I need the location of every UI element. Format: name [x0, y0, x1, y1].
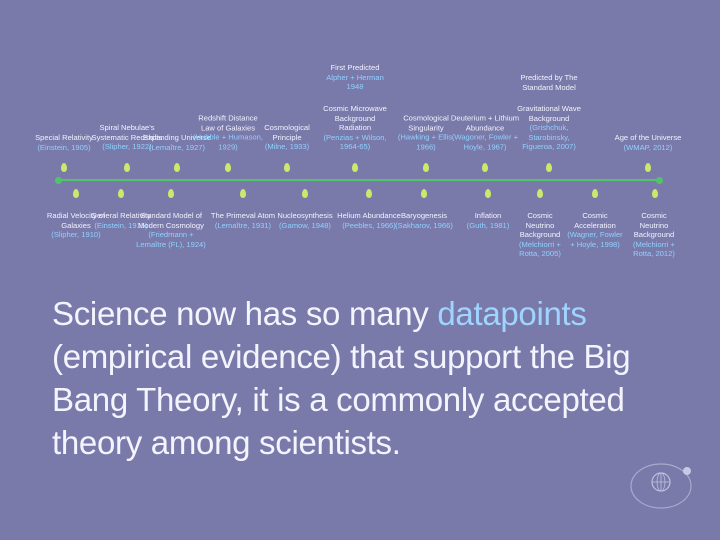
event-cite: (Hawking + Ellis, 1966) [397, 132, 455, 152]
statement-after: (empirical evidence) that support the Bi… [52, 338, 631, 461]
event-cite: (Gamow, 1948) [279, 220, 331, 230]
timeline-marker [118, 189, 124, 198]
timeline-marker [240, 189, 246, 198]
timeline-marker [302, 189, 308, 198]
event-name: Redshift Distance Law of Galaxies [198, 113, 258, 133]
event-cite: (Einstein, 1915) [94, 220, 148, 230]
event-cite: (Friedmann + Lemaître (FL), 1924) [136, 230, 206, 249]
event-cite: (Lemaître, 1927) [148, 142, 206, 152]
timeline-marker [546, 163, 552, 172]
timeline-marker [592, 189, 598, 198]
event-name: Expanding Universe [143, 132, 211, 142]
timeline-event-above: Cosmic Microwave Background Radiation (P… [318, 104, 392, 152]
event-cite: (Penzias + Wilson, 1964-65) [323, 132, 387, 152]
event-cite: (Slipher, 1910) [51, 230, 101, 240]
prediction-label: Predicted by The Standard Model [520, 72, 578, 92]
event-name: Spiral Nebulae's Systematic Redshifts [91, 123, 163, 142]
axis-end-dot [656, 177, 663, 184]
timeline-event-above: Redshift Distance Law of Galaxies (Hubbl… [191, 114, 265, 152]
timeline-event-below: Inflation (Guth, 1981) [451, 211, 525, 230]
timeline-marker [225, 163, 231, 172]
event-name: Standard Model of Modern Cosmology [138, 211, 204, 230]
timeline-marker [61, 163, 67, 172]
event-name: Radial Velocity of Galaxies [46, 211, 106, 230]
event-cite: (Lemaître, 1931) [214, 220, 272, 230]
timeline-event-below: General Relativity (Einstein, 1915) [84, 211, 158, 230]
event-cite: (Grishchuk, Starobinsky, Figueroa, 2007) [522, 123, 576, 152]
statement-highlight: datapoints [437, 295, 587, 332]
timeline-marker [645, 163, 651, 172]
timeline-marker [537, 189, 543, 198]
event-cite: (Melchiorri + Rotta, 2012) [633, 239, 675, 259]
event-name: Age of the Universe [614, 132, 682, 142]
timeline-marker [421, 189, 427, 198]
timeline-event-below: The Primeval Atom (Lemaître, 1931) [206, 211, 280, 230]
timeline-event-above: Expanding Universe (Lemaître, 1927) [140, 133, 214, 152]
axis-start-dot [55, 177, 62, 184]
timeline-marker [168, 189, 174, 198]
event-name: Cosmological Singularity [403, 113, 449, 133]
event-name: The Primeval Atom [210, 211, 276, 220]
timeline-event-above: Gravitational Wave Background (Grishchuk… [512, 104, 586, 152]
timeline-event-below: Helium Abundance (Peebles, 1966) [332, 211, 406, 230]
event-name: Nucleosynthesis [277, 211, 333, 220]
statement-text: Science now has so many datapoints (empi… [52, 292, 672, 464]
timeline-event-below: Baryogenesis (Sakharov, 1966) [387, 211, 461, 230]
timeline-axis [58, 179, 660, 181]
timeline-marker [482, 163, 488, 172]
event-name: Gravitational Wave Background [517, 104, 581, 123]
timeline-event-below: Standard Model of Modern Cosmology (Frie… [134, 211, 208, 249]
event-name: Deuterium + Lithium Abundance [450, 113, 520, 133]
event-name: Cosmic Acceleration [574, 211, 616, 230]
timeline-event-below: Cosmic Neutrino Background (Melchiorri +… [626, 211, 682, 259]
statement-before: Science now has so many [52, 295, 438, 332]
timeline-marker [352, 163, 358, 172]
timeline-event-below: Radial Velocity of Galaxies (Slipher, 19… [39, 211, 113, 240]
event-cite: (Wagoner, Fowler + Hoyle, 1967) [451, 132, 519, 152]
timeline-marker [423, 163, 429, 172]
timeline-marker [73, 189, 79, 198]
atom-logo-icon [630, 463, 692, 509]
event-cite: (Einstein, 1905) [37, 142, 91, 152]
event-cite: (Milne, 1933) [264, 142, 310, 152]
event-name: Cosmic Neutrino Background [633, 211, 675, 240]
prediction-note-first: First Predicted Alpher + Herman 1948 [318, 63, 392, 92]
timeline-marker [652, 189, 658, 198]
event-cite: (WMAP, 2012) [623, 142, 673, 152]
event-cite: (Peebles, 1966) [342, 220, 396, 230]
prediction-note-standard-model: Predicted by The Standard Model [512, 73, 586, 92]
event-cite: (Guth, 1981) [466, 220, 510, 230]
timeline-event-below: Cosmic Neutrino Background (Melchiorri +… [512, 211, 568, 259]
event-name: Special Relativity [35, 132, 93, 142]
event-cite: (Slipher, 1922) [102, 142, 152, 152]
event-cite: (Hubble + Humason, 1929) [193, 132, 263, 152]
timeline-marker [174, 163, 180, 172]
timeline-event-above: Deuterium + Lithium Abundance (Wagoner, … [448, 114, 522, 152]
timeline-event-below: Nucleosynthesis (Gamow, 1948) [268, 211, 342, 230]
event-name: Helium Abundance [337, 211, 401, 220]
event-name: Cosmic Microwave Background Radiation [323, 104, 387, 133]
event-name: General Relativity [91, 211, 151, 220]
timeline-marker [124, 163, 130, 172]
timeline-marker [366, 189, 372, 198]
event-name: Inflation [474, 211, 502, 220]
event-cite: (Wagner, Fowler + Hoyle, 1998) [567, 230, 623, 249]
timeline-marker [284, 163, 290, 172]
timeline-event-above: Age of the Universe (WMAP, 2012) [611, 133, 685, 152]
timeline-event-above: Cosmological Principle (Milne, 1933) [250, 123, 324, 152]
timeline-event-above: Cosmological Singularity (Hawking + Elli… [389, 114, 463, 152]
event-cite: (Sakharov, 1966) [395, 220, 453, 230]
timeline-marker [485, 189, 491, 198]
timeline-event-below: Cosmic Acceleration (Wagner, Fowler + Ho… [567, 211, 623, 249]
prediction-cite: Alpher + Herman [326, 72, 384, 82]
event-cite: (Melchiorri + Rotta, 2005) [519, 239, 561, 259]
event-name: Cosmic Neutrino Background [519, 211, 561, 240]
event-name: Baryogenesis [400, 211, 447, 220]
prediction-label: First Predicted [330, 63, 380, 73]
event-name: Cosmological Principle [264, 123, 310, 142]
timeline: First Predicted Alpher + Herman 1948 Pre… [27, 63, 685, 259]
timeline-event-above: Special Relativity (Einstein, 1905) [27, 133, 101, 152]
timeline-event-above: Spiral Nebulae's Systematic Redshifts (S… [90, 123, 164, 152]
prediction-year: 1948 [346, 82, 364, 92]
